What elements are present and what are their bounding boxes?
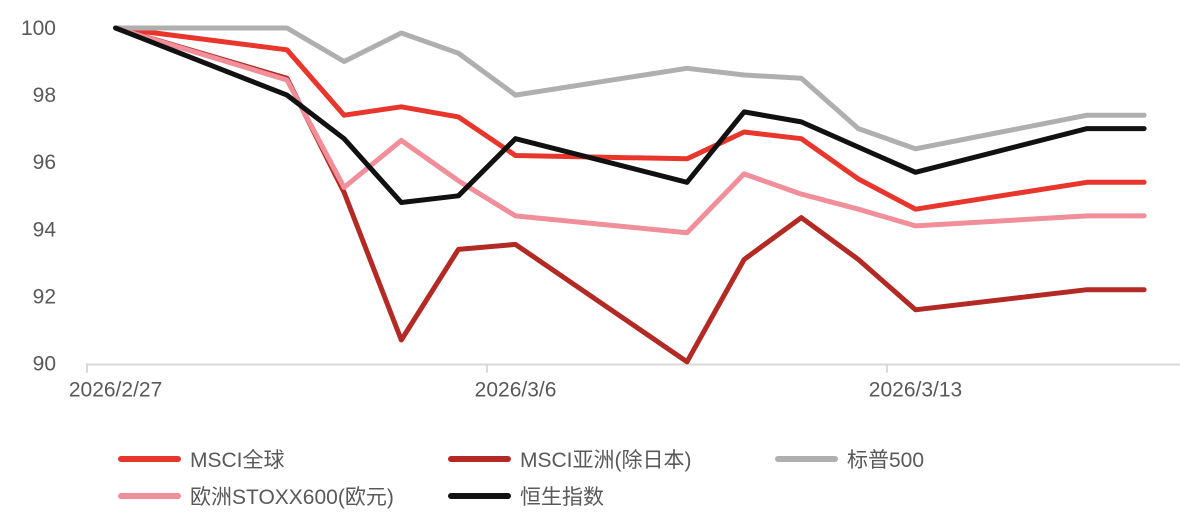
legend-item-hang-seng: 恒生指数: [448, 481, 604, 511]
legend-label-sp500: 标普500: [847, 449, 925, 472]
series-line-msci-asia-ex-japan: [113, 25, 1147, 365]
x-axis-label-2026-2-27: 2026/2/27: [69, 379, 162, 402]
series-line-stoxx600-eur: [113, 25, 1147, 236]
legend-label-hang-seng: 恒生指数: [520, 486, 604, 509]
series-line-sp500: [113, 25, 1147, 152]
y-axis-label-94: 94: [33, 218, 57, 241]
legend-label-msci-asia-ex-japan: MSCI亚洲(除日本): [520, 449, 692, 472]
legend-label-stoxx600-eur: 欧洲STOXX600(欧元): [190, 486, 394, 509]
series-line-msci-world: [113, 25, 1147, 212]
legend-item-stoxx600-eur: 欧洲STOXX600(欧元): [118, 481, 394, 511]
legend-swatch-sp500: [775, 455, 838, 463]
y-axis-label-96: 96: [33, 151, 56, 174]
legend-item-msci-world: MSCI全球: [118, 444, 285, 474]
y-axis-label-90: 90: [33, 353, 56, 376]
legend-swatch-msci-asia-ex-japan: [448, 455, 511, 463]
legend-swatch-stoxx600-eur: [118, 492, 181, 500]
y-axis-label-98: 98: [33, 84, 56, 107]
x-axis-label-2026-3-13: 2026/3/13: [869, 379, 962, 402]
y-axis-label-100: 100: [21, 17, 56, 40]
series-line-hang-seng: [113, 25, 1147, 205]
legend-item-sp500: 标普500: [775, 444, 924, 474]
legend-swatch-hang-seng: [448, 492, 511, 500]
legend-swatch-msci-world: [118, 455, 181, 463]
x-axis-label-2026-3-6: 2026/3/6: [475, 379, 557, 402]
legend-item-msci-asia-ex-japan: MSCI亚洲(除日本): [448, 444, 692, 474]
legend-label-msci-world: MSCI全球: [190, 449, 285, 472]
y-axis-label-92: 92: [33, 285, 56, 308]
